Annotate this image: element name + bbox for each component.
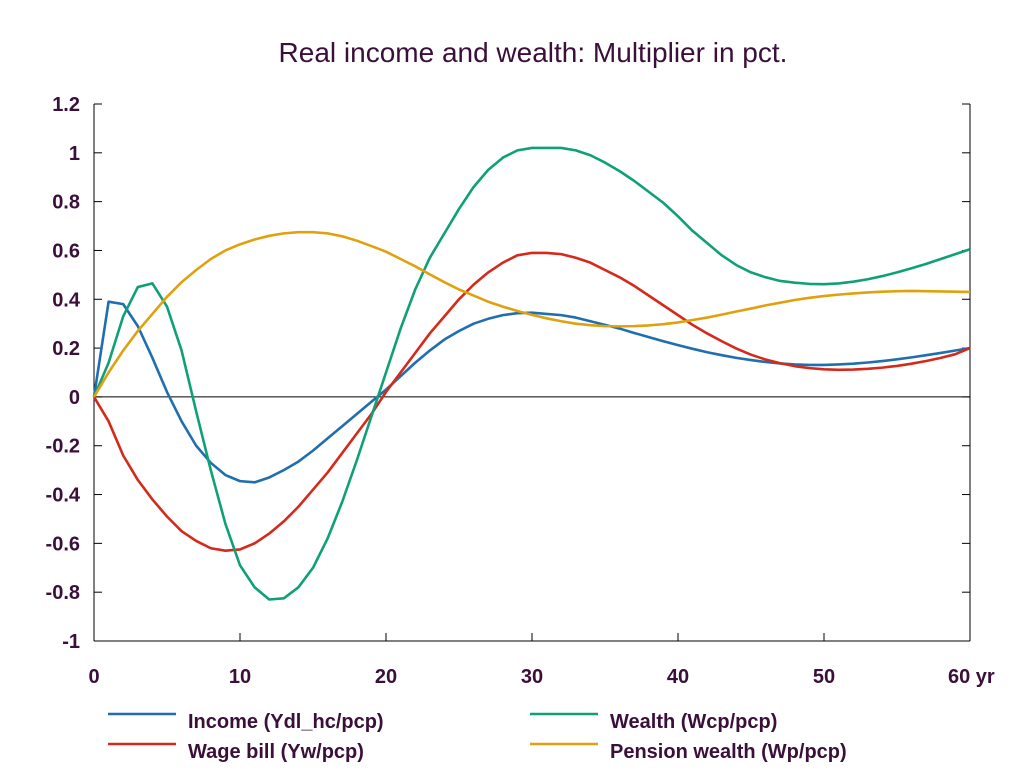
x-axis: 0 10 20 30 40 50 60 yr	[88, 633, 995, 688]
x-tick-label: 40	[667, 666, 689, 688]
x-tick-label: 0	[88, 666, 99, 688]
y-tick-label: 1.2	[52, 94, 80, 116]
legend-label: Income (Ydl_hc/pcp)	[188, 711, 384, 733]
legend-label: Pension wealth (Wp/pcp)	[610, 741, 847, 763]
x-tick-label: 30	[521, 666, 543, 688]
plot-frame	[93, 104, 971, 642]
y-tick-label: -0.8	[46, 582, 80, 604]
series-line-4	[92, 230, 971, 398]
y-tick-label: 0	[69, 387, 80, 409]
series-line-3	[92, 146, 971, 601]
series-line-2	[92, 251, 971, 552]
x-tick-label: 10	[229, 666, 251, 688]
legend: Income (Ydl_hc/pcp) Wage bill (Yw/pcp) Wea…	[108, 711, 847, 763]
y-tick-label: 0.4	[52, 289, 81, 311]
x-tick-label: 60 yr	[948, 666, 995, 688]
legend-label: Wealth (Wcp/pcp)	[610, 711, 777, 733]
y-tick-label: 0.6	[52, 240, 80, 262]
series-lines	[92, 146, 971, 601]
x-tick-label: 20	[375, 666, 397, 688]
y-tick-label: -1	[62, 631, 80, 653]
y-tick-label: -0.2	[46, 436, 80, 458]
y-tick-label: 0.2	[52, 338, 80, 360]
chart-title: Real income and wealth: Multiplier in pc…	[279, 37, 788, 68]
legend-label: Wage bill (Yw/pcp)	[188, 741, 364, 763]
y-tick-label: -0.6	[46, 533, 80, 555]
series-line-1	[92, 300, 971, 484]
y-tick-label: 1	[69, 143, 80, 165]
y-tick-label: -0.4	[46, 485, 81, 507]
y-axis: -1 -0.8 -0.6 -0.4 -0.2 0 0.2 0.4 0.6 0.8 1 1.2	[46, 94, 970, 653]
y-tick-label: 0.8	[52, 192, 80, 214]
x-tick-label: 50	[813, 666, 835, 688]
